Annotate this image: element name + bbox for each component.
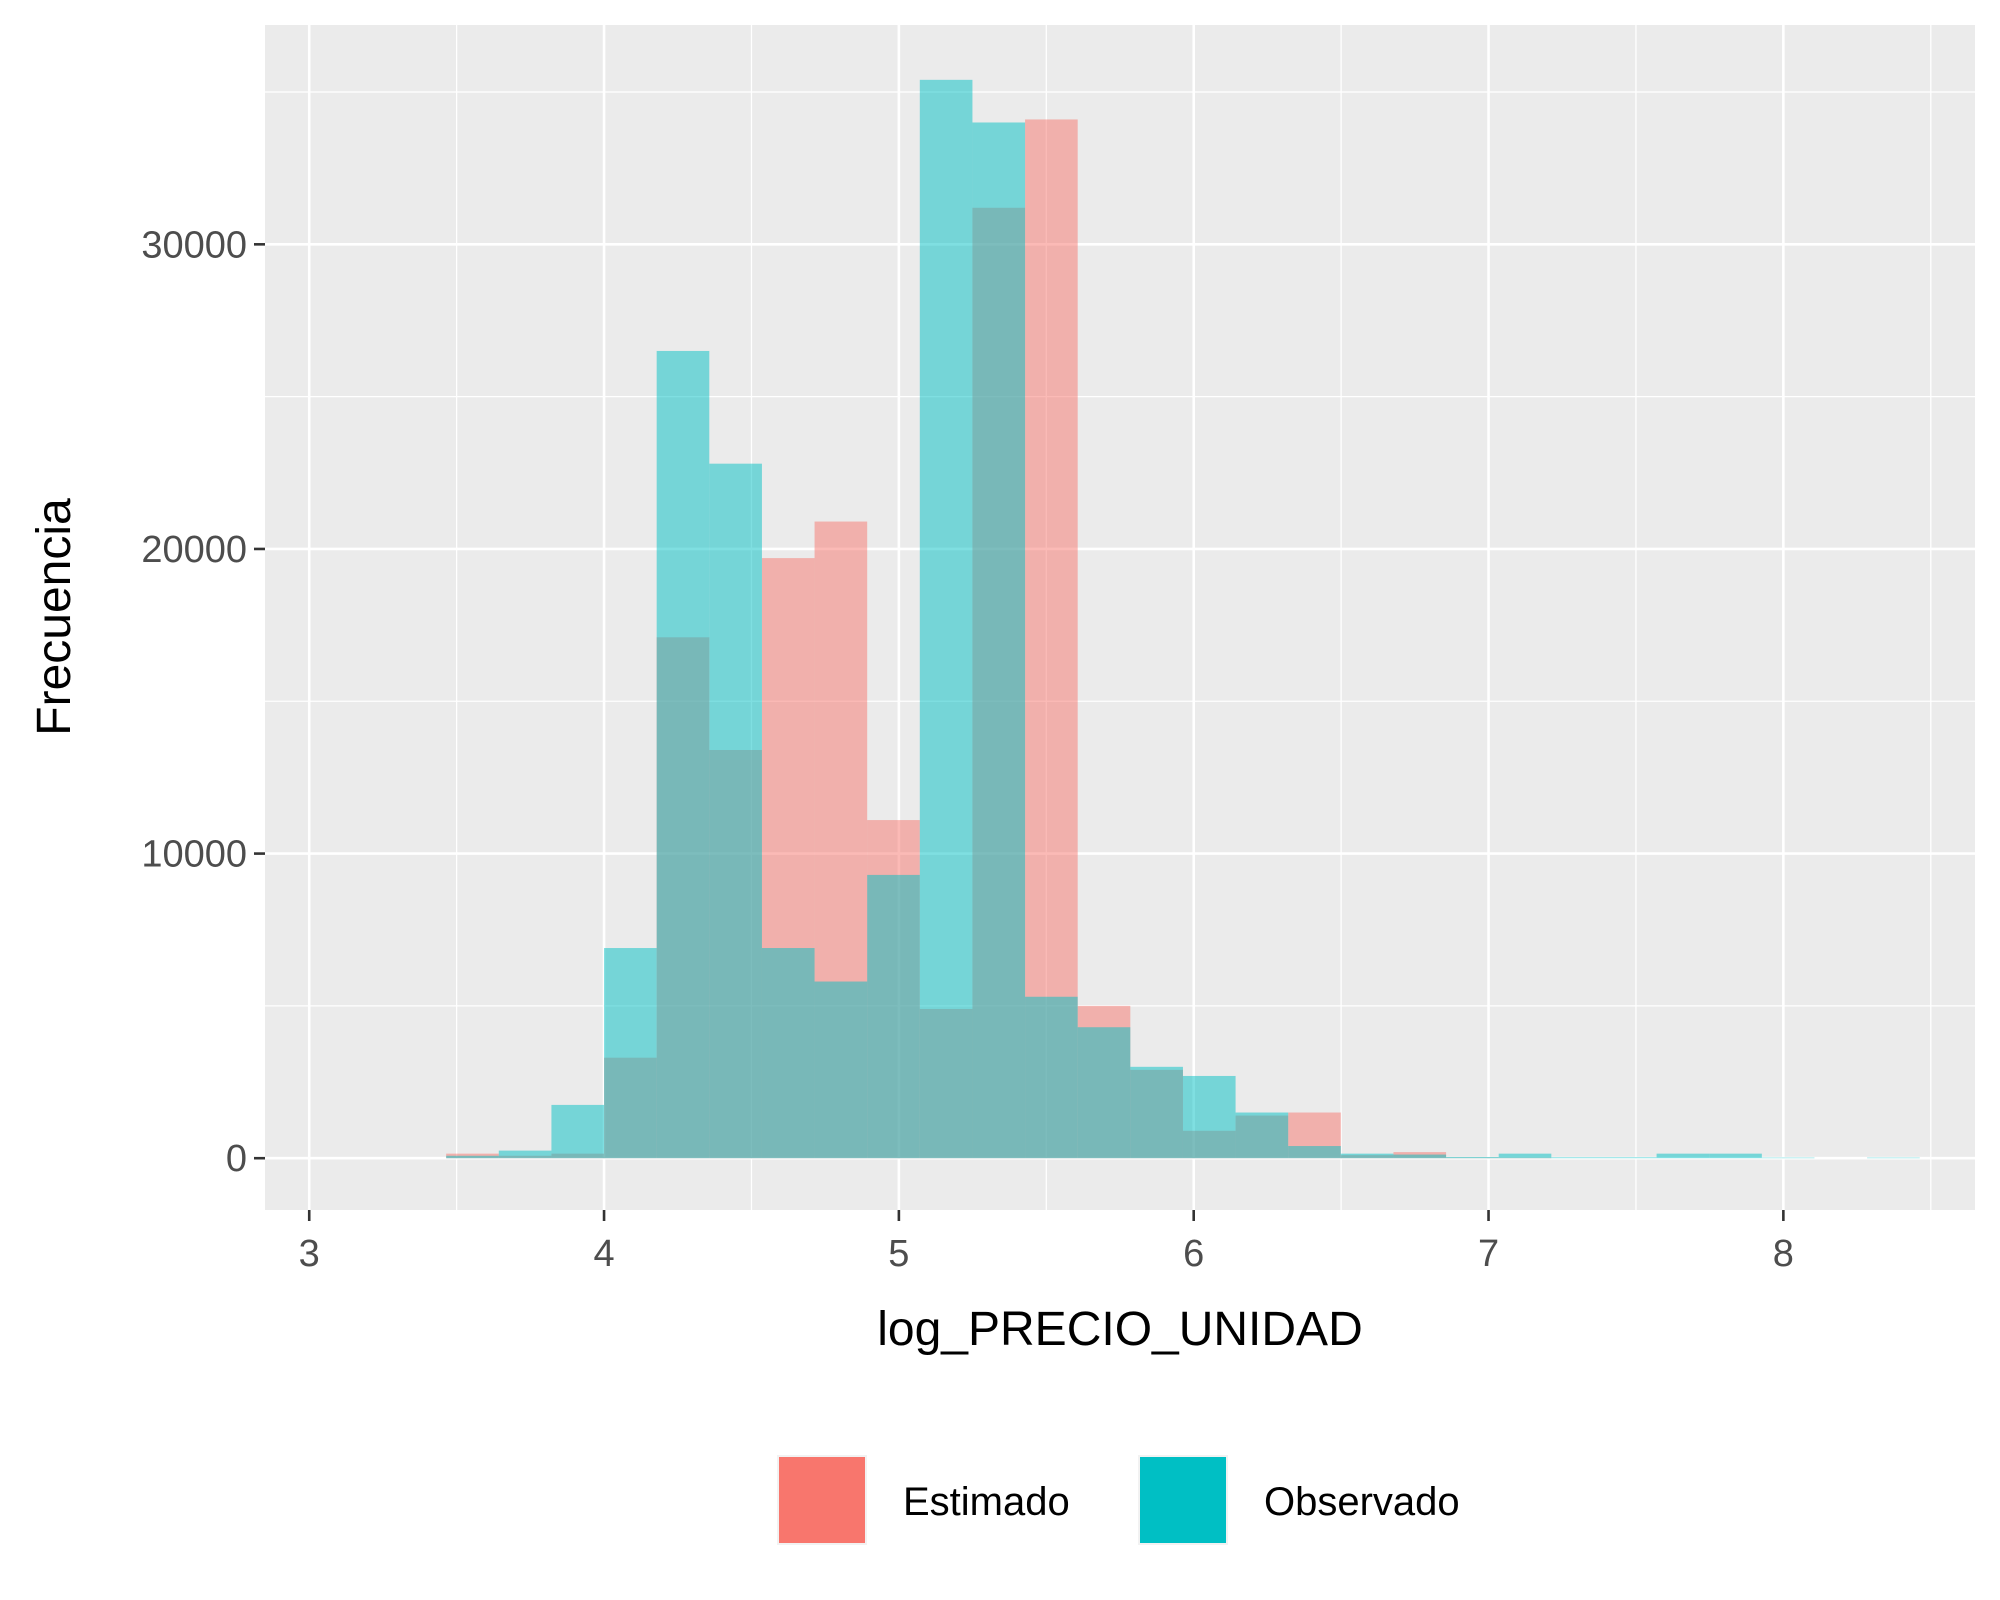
bar-observado: [656, 350, 710, 1159]
y-tick-label: 30000: [141, 224, 247, 266]
bar-estimado: [1025, 119, 1078, 1159]
legend-label-observado: Observado: [1264, 1480, 1460, 1524]
bar-observado: [1077, 1027, 1131, 1159]
bar-observado: [498, 1150, 552, 1159]
x-tick-label: 8: [1773, 1233, 1794, 1275]
x-axis-title: log_PRECIO_UNIDAD: [877, 1303, 1362, 1356]
y-tick-label: 0: [226, 1138, 247, 1180]
bar-observado: [1182, 1075, 1236, 1159]
bar-observado: [1130, 1066, 1183, 1159]
y-tick-label: 20000: [141, 529, 247, 571]
bar-observado: [1025, 996, 1078, 1159]
bar-observado: [1551, 1157, 1604, 1159]
bar-observado: [1235, 1112, 1289, 1159]
bar-observado: [446, 1155, 499, 1159]
x-tick-label: 7: [1478, 1233, 1499, 1275]
axis-ticks: [254, 243, 1785, 1221]
bar-observado: [1288, 1146, 1341, 1159]
bar-observado: [604, 948, 657, 1159]
x-tick-label: 3: [299, 1233, 320, 1275]
bar-observado: [972, 122, 1026, 1159]
bar-observado: [867, 874, 920, 1159]
x-tick-label: 5: [888, 1233, 909, 1275]
bar-observado: [1393, 1154, 1447, 1159]
bar-observado: [1761, 1157, 1815, 1159]
bar-observado: [919, 79, 973, 1159]
y-tick-labels: 0 10000 20000 30000: [141, 224, 247, 1180]
legend-label-estimado: Estimado: [903, 1480, 1070, 1524]
y-axis-title: Frecuencia: [28, 498, 81, 736]
legend-swatch-observado: [1140, 1457, 1226, 1543]
y-tick-label: 10000: [141, 834, 247, 876]
x-tick-label: 4: [593, 1233, 614, 1275]
bar-observado: [1656, 1153, 1710, 1159]
bar-observado: [761, 948, 815, 1159]
grid-major: [265, 25, 1975, 1210]
bar-observado: [709, 463, 762, 1159]
bar-observado: [1867, 1157, 1920, 1159]
x-tick-labels: 3 4 5 6 7 8: [299, 1233, 1794, 1275]
legend: Estimado Observado: [777, 1455, 1460, 1545]
bar-observado: [1709, 1153, 1762, 1159]
bar-observado: [814, 981, 868, 1159]
legend-swatch-estimado: [779, 1457, 865, 1543]
bar-observado: [551, 1104, 605, 1159]
bar-observado: [1340, 1153, 1394, 1159]
bar-observado: [1498, 1153, 1552, 1159]
bar-observado: [1446, 1156, 1499, 1159]
x-tick-label: 6: [1183, 1233, 1204, 1275]
series-observado-bars: [446, 79, 1920, 1159]
bar-observado: [1603, 1157, 1657, 1159]
